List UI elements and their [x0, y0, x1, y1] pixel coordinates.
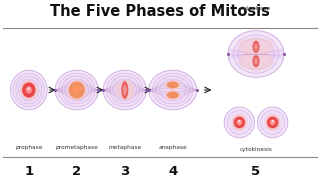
Ellipse shape [164, 90, 181, 100]
Ellipse shape [224, 107, 255, 138]
Text: 1: 1 [24, 165, 33, 178]
Ellipse shape [149, 70, 197, 110]
Ellipse shape [67, 79, 87, 101]
Ellipse shape [228, 31, 284, 77]
Ellipse shape [22, 82, 36, 98]
Ellipse shape [62, 76, 92, 104]
Ellipse shape [65, 79, 89, 101]
Ellipse shape [123, 85, 127, 95]
Ellipse shape [156, 76, 190, 104]
Text: metaphase: metaphase [108, 145, 141, 150]
Ellipse shape [107, 73, 143, 107]
Ellipse shape [238, 52, 274, 70]
Ellipse shape [26, 86, 32, 94]
Ellipse shape [261, 110, 285, 135]
Ellipse shape [20, 80, 38, 100]
Ellipse shape [233, 35, 279, 73]
Ellipse shape [69, 81, 85, 99]
Ellipse shape [254, 58, 258, 65]
Ellipse shape [234, 117, 245, 128]
Ellipse shape [55, 70, 99, 110]
Ellipse shape [160, 79, 186, 101]
Ellipse shape [238, 38, 274, 56]
Text: 3: 3 [120, 165, 129, 178]
Ellipse shape [167, 92, 179, 98]
Ellipse shape [121, 81, 128, 99]
Ellipse shape [13, 73, 44, 107]
Text: prometaphase: prometaphase [55, 145, 98, 150]
Ellipse shape [228, 110, 252, 135]
Ellipse shape [265, 114, 281, 130]
Ellipse shape [270, 120, 276, 125]
Text: 4: 4 [168, 165, 177, 178]
Ellipse shape [231, 114, 247, 130]
Ellipse shape [28, 87, 30, 90]
Ellipse shape [19, 79, 39, 101]
Ellipse shape [59, 73, 95, 107]
Ellipse shape [115, 80, 134, 100]
Text: prophase: prophase [15, 145, 43, 150]
Text: anaphase: anaphase [158, 145, 187, 150]
Ellipse shape [267, 117, 278, 128]
Text: cytokinesis: cytokinesis [240, 147, 272, 152]
Ellipse shape [164, 80, 181, 90]
Ellipse shape [73, 86, 81, 94]
Text: 5: 5 [252, 165, 260, 178]
Ellipse shape [236, 120, 242, 125]
Ellipse shape [258, 107, 288, 138]
Text: 2: 2 [72, 165, 81, 178]
Ellipse shape [238, 39, 274, 69]
Ellipse shape [272, 120, 274, 122]
Ellipse shape [103, 70, 147, 110]
Ellipse shape [254, 43, 258, 50]
Ellipse shape [252, 41, 260, 53]
Ellipse shape [16, 76, 42, 104]
Ellipse shape [110, 76, 140, 104]
Text: The Five Phases of Mitosis: The Five Phases of Mitosis [50, 4, 270, 19]
Text: telophase: telophase [241, 6, 271, 11]
Ellipse shape [113, 79, 137, 101]
Ellipse shape [152, 73, 193, 107]
Ellipse shape [10, 70, 47, 110]
Ellipse shape [167, 82, 179, 88]
Ellipse shape [252, 55, 260, 67]
Ellipse shape [238, 120, 241, 122]
